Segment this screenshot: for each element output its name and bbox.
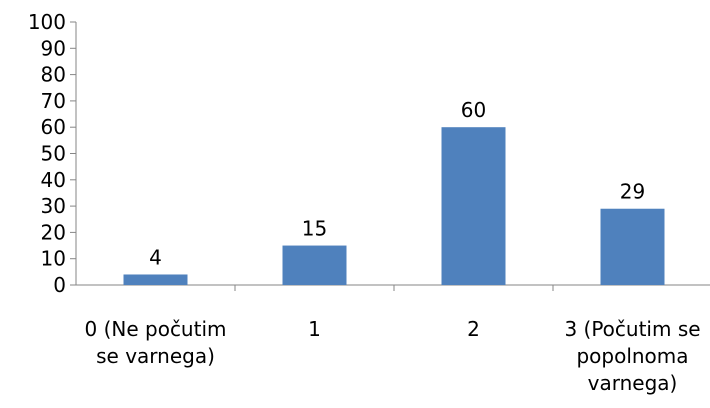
y-tick-label: 70 [41,89,66,113]
data-label: 29 [620,180,645,204]
data-labels: 4 15 60 29 [149,98,645,269]
data-label: 60 [461,98,486,122]
data-label: 4 [149,245,162,269]
x-tick-label-line: varnega) [588,371,678,395]
y-tick-label: 80 [41,63,66,87]
x-tick-label-line: 1 [308,317,321,341]
data-label: 15 [302,217,327,241]
bar [123,274,188,285]
x-tick-label-line: 0 (Ne počutim [85,317,227,341]
y-tick-label: 50 [41,142,66,166]
x-tick-label: 0 (Ne počutim se varnega) [85,317,227,368]
bar [282,245,347,285]
x-tick-label: 1 [308,317,321,341]
x-axis: 0 (Ne počutim se varnega) 1 2 3 (Počutim se p… [70,284,710,395]
bar [441,127,506,285]
y-tick-label: 0 [53,273,66,297]
y-tick-label: 40 [41,168,66,192]
bar-series [123,127,665,285]
x-tick-label: 2 [467,317,480,341]
y-tick-label: 30 [41,194,66,218]
y-tick-label: 90 [41,36,66,60]
bar [600,208,665,285]
x-tick-label-line: popolnoma [576,344,688,368]
y-tick-label: 20 [41,220,66,244]
x-tick-label-line: 3 (Počutim se [564,317,700,341]
x-tick-label: 3 (Počutim se popolnoma varnega) [564,317,700,395]
y-tick-label: 60 [41,115,66,139]
x-tick-label-line: se varnega) [96,344,215,368]
x-tick-label-line: 2 [467,317,480,341]
y-tick-label: 10 [41,247,66,271]
y-tick-label: 100 [28,10,66,34]
